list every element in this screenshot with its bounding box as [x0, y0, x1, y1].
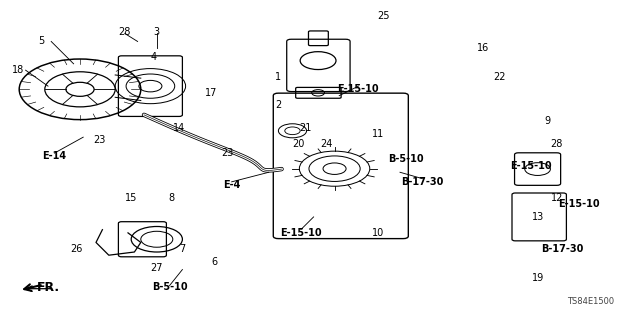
Text: 13: 13 [531, 212, 544, 222]
Text: 28: 28 [118, 27, 131, 37]
Text: 11: 11 [371, 129, 384, 139]
Text: B-5-10: B-5-10 [152, 282, 188, 292]
Text: 3: 3 [154, 27, 160, 37]
Text: 20: 20 [292, 138, 305, 149]
Text: 6: 6 [211, 256, 218, 267]
Text: 2: 2 [275, 100, 282, 110]
Text: 23: 23 [221, 148, 234, 158]
Text: 28: 28 [550, 138, 563, 149]
Text: 24: 24 [320, 138, 333, 149]
Text: 27: 27 [150, 263, 163, 273]
Text: 17: 17 [205, 87, 218, 98]
Text: 7: 7 [179, 244, 186, 254]
Text: B-5-10: B-5-10 [388, 154, 424, 165]
Text: 10: 10 [371, 228, 384, 238]
Text: 21: 21 [300, 122, 312, 133]
Text: 25: 25 [378, 11, 390, 21]
Text: E-4: E-4 [223, 180, 241, 190]
Text: 16: 16 [477, 43, 490, 53]
Text: 8: 8 [168, 193, 175, 203]
Text: E-15-10: E-15-10 [558, 199, 600, 209]
Text: 22: 22 [493, 71, 506, 82]
Text: 14: 14 [173, 122, 186, 133]
Text: 4: 4 [150, 52, 157, 63]
Text: E-15-10: E-15-10 [280, 228, 322, 238]
Text: 19: 19 [531, 272, 544, 283]
Text: E-14: E-14 [42, 151, 67, 161]
Text: 9: 9 [544, 116, 550, 126]
Text: TS84E1500: TS84E1500 [567, 297, 614, 306]
Text: 12: 12 [550, 193, 563, 203]
Text: B-17-30: B-17-30 [401, 177, 444, 187]
Text: E-15-10: E-15-10 [337, 84, 380, 94]
Text: B-17-30: B-17-30 [541, 244, 583, 254]
Text: 15: 15 [125, 193, 138, 203]
Text: E-15-10: E-15-10 [510, 161, 552, 171]
Text: 26: 26 [70, 244, 83, 254]
Text: 18: 18 [12, 65, 24, 75]
Text: 1: 1 [275, 71, 282, 82]
Text: 5: 5 [38, 36, 45, 47]
Text: 23: 23 [93, 135, 106, 145]
Text: FR.: FR. [36, 281, 60, 293]
